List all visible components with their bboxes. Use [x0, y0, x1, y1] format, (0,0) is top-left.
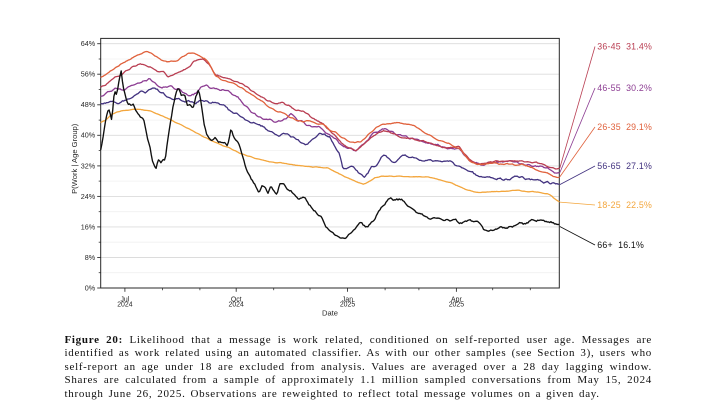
svg-text:Date: Date: [322, 309, 338, 318]
svg-text:56-65 27.1%: 56-65 27.1%: [597, 161, 652, 171]
svg-text:P(Work | Age Group): P(Work | Age Group): [70, 123, 79, 194]
svg-text:36-45 31.4%: 36-45 31.4%: [597, 41, 652, 51]
svg-text:2024: 2024: [117, 302, 132, 309]
svg-text:32%: 32%: [81, 161, 96, 170]
svg-text:24%: 24%: [81, 192, 96, 201]
svg-text:66+ 16.1%: 66+ 16.1%: [597, 240, 644, 250]
svg-text:2024: 2024: [229, 302, 244, 309]
svg-text:2025: 2025: [340, 302, 355, 309]
svg-text:48%: 48%: [81, 100, 96, 109]
svg-text:16%: 16%: [81, 222, 96, 231]
svg-text:8%: 8%: [85, 253, 96, 262]
svg-text:18-25 22.5%: 18-25 22.5%: [597, 200, 652, 210]
svg-text:Oct: Oct: [231, 297, 242, 304]
svg-text:46-55 30.2%: 46-55 30.2%: [597, 83, 652, 93]
svg-text:Jul: Jul: [120, 297, 129, 304]
svg-text:Jan: Jan: [342, 297, 353, 304]
svg-text:64%: 64%: [81, 39, 96, 48]
svg-text:40%: 40%: [81, 131, 96, 140]
svg-text:0%: 0%: [85, 283, 96, 292]
svg-text:Apr: Apr: [451, 297, 462, 304]
svg-text:26-35 29.1%: 26-35 29.1%: [597, 122, 652, 132]
svg-text:56%: 56%: [81, 70, 96, 79]
svg-text:2025: 2025: [449, 302, 464, 309]
